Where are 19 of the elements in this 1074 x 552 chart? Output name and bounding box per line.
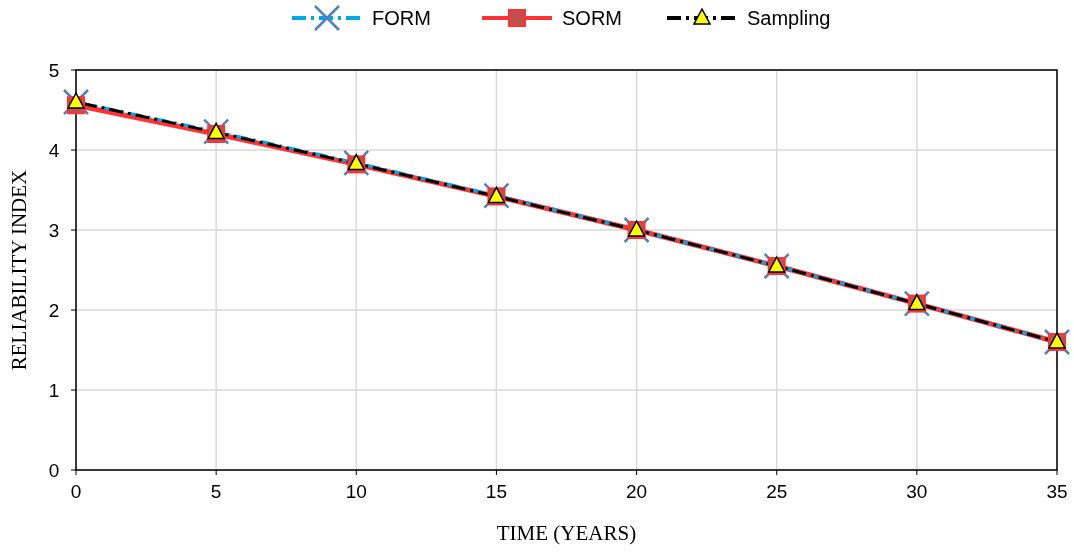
y-tick-label: 0 [48,460,60,481]
x-tick-label: 30 [906,481,928,502]
x-tick-label: 15 [485,481,507,502]
x-tick-label: 0 [70,481,82,502]
x-tick-label: 25 [766,481,788,502]
legend-label: SORM [562,7,622,29]
legend-label: Sampling [747,7,831,29]
y-tick-label: 4 [48,140,60,161]
x-tick-label: 5 [210,481,222,502]
x-tick-label: 10 [345,481,367,502]
x-tick-label: 20 [626,481,648,502]
y-axis-title: RELIABILITY INDEX [7,169,31,371]
legend-label: FORM [372,7,431,29]
y-tick-label: 3 [48,220,60,241]
x-axis-title: TIME (YEARS) [496,521,637,545]
y-tick-label: 2 [48,300,60,321]
x-tick-label: 35 [1046,481,1068,502]
y-tick-label: 1 [48,380,60,401]
y-tick-label: 5 [48,60,60,81]
